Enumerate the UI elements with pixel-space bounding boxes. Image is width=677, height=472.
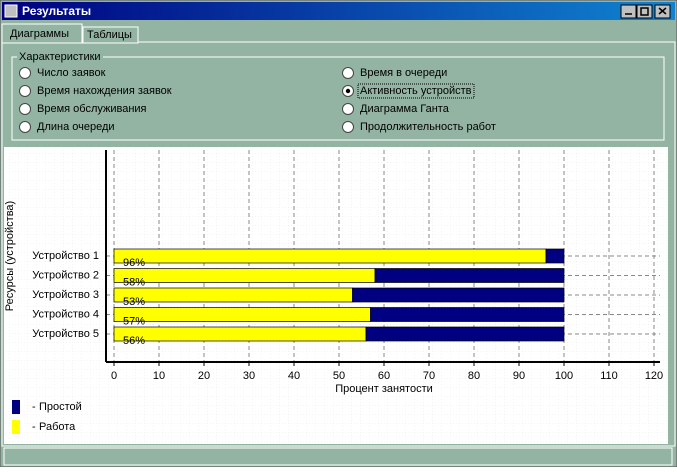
bar-segment [365,326,565,342]
bar-segment [370,307,565,322]
value-label: 53% [123,296,145,308]
radio-label[interactable]: Число заявок [37,67,106,79]
y-axis-title: Ресурсы (устройства) [4,201,16,311]
radio-label[interactable]: Активность устройств [360,85,472,97]
radio-label[interactable]: Время обслуживания [37,103,147,115]
y-tick-label: Устройство 5 [32,328,99,340]
value-label: 58% [123,276,145,288]
bar-segment [374,268,565,283]
x-tick-label: 100 [555,370,573,382]
x-tick-label: 70 [423,370,435,382]
legend-label: Простой [39,401,82,413]
radio-button[interactable] [342,67,354,79]
legend-dash: - [32,421,36,433]
radio-button[interactable] [342,121,354,133]
bar-segment [113,287,353,303]
tab-active[interactable] [1,23,83,44]
legend-swatch [12,420,20,434]
tab-label[interactable]: Таблицы [87,29,132,41]
value-label: 57% [123,315,145,327]
x-tick-label: 10 [153,370,165,382]
y-tick-label: Устройство 3 [32,289,99,301]
radio-label[interactable]: Время в очереди [360,67,447,79]
x-tick-label: 120 [645,370,663,382]
tab-label[interactable]: Диаграммы [10,28,69,40]
app-icon [4,4,18,18]
radio-button[interactable] [19,85,31,97]
x-tick-label: 50 [333,370,345,382]
bar-segment [113,248,547,264]
minimize-button[interactable] [620,4,637,19]
x-tick-label: 90 [513,370,525,382]
focus-rect [357,83,475,99]
value-label: 96% [123,257,145,269]
tab[interactable] [82,26,139,44]
radio-label[interactable]: Время нахождения заявок [37,85,172,97]
radio-label[interactable]: Продолжительность работ [360,121,496,133]
window-title: Результаты [22,4,91,18]
radio-button[interactable] [19,121,31,133]
bar-segment [113,326,367,342]
bar-segment [113,268,376,283]
status-bar [3,447,673,466]
legend-label: Работа [39,421,76,433]
x-axis-title: Процент занятости [335,383,433,395]
x-tick-label: 60 [378,370,390,382]
y-tick-label: Устройство 4 [32,308,99,320]
radio-label[interactable]: Диаграмма Ганта [360,103,450,115]
group-box [11,56,665,141]
y-tick-label: Устройство 1 [32,250,99,262]
bar-segment [545,248,565,264]
value-label: 56% [123,335,145,347]
x-tick-label: 40 [288,370,300,382]
radio-button[interactable] [342,103,354,115]
y-tick-label: Устройство 2 [32,269,99,281]
radio-button[interactable] [19,67,31,79]
maximize-button[interactable] [636,4,653,19]
x-tick-label: 80 [468,370,480,382]
radio-button[interactable] [19,103,31,115]
radio-label[interactable]: Длина очереди [37,121,115,133]
legend-dash: - [32,401,36,413]
window-buttons[interactable] [620,4,671,19]
group-title: Характеристики [19,51,101,63]
legend-swatch [12,400,20,414]
x-tick-label: 0 [111,370,117,382]
title-bar [2,2,675,20]
x-tick-label: 30 [243,370,255,382]
x-tick-label: 110 [600,370,618,382]
bar-segment [113,307,371,322]
x-tick-label: 20 [198,370,210,382]
radio-dot [345,88,351,94]
bar-segment [352,287,565,303]
